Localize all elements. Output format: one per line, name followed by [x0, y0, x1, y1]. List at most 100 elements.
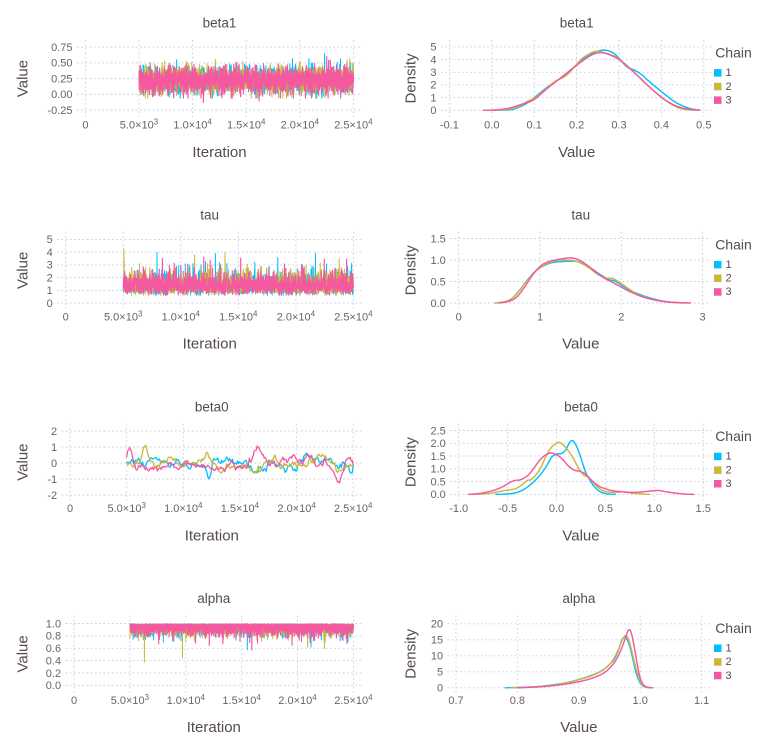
- svg-text:0.2: 0.2: [46, 668, 61, 680]
- svg-text:1.5×104: 1.5×104: [222, 693, 261, 707]
- svg-text:1.0×104: 1.0×104: [164, 501, 203, 515]
- svg-text:Value: Value: [562, 336, 599, 353]
- svg-text:0.4: 0.4: [654, 120, 669, 132]
- svg-text:beta1: beta1: [560, 16, 594, 31]
- svg-text:Value: Value: [15, 443, 32, 480]
- svg-text:2.0×104: 2.0×104: [278, 693, 317, 707]
- svg-text:2: 2: [726, 273, 732, 285]
- svg-text:0.4: 0.4: [46, 655, 61, 667]
- svg-text:0: 0: [71, 695, 77, 707]
- svg-text:0: 0: [437, 683, 443, 695]
- svg-text:1: 1: [726, 67, 732, 79]
- svg-text:0.8: 0.8: [46, 631, 61, 643]
- svg-text:1.5: 1.5: [431, 233, 446, 245]
- svg-text:Value: Value: [15, 252, 32, 289]
- svg-text:5.0×103: 5.0×103: [111, 693, 150, 707]
- svg-text:1.0×104: 1.0×104: [162, 309, 201, 323]
- svg-text:3: 3: [700, 311, 706, 323]
- svg-text:0.1: 0.1: [527, 120, 542, 132]
- svg-text:0.0: 0.0: [549, 503, 564, 515]
- svg-text:2: 2: [726, 464, 732, 476]
- svg-text:0.9: 0.9: [571, 695, 586, 707]
- svg-text:Iteration: Iteration: [192, 144, 246, 161]
- svg-text:1.0: 1.0: [431, 464, 446, 476]
- svg-text:0.5: 0.5: [431, 476, 446, 488]
- svg-text:0.50: 0.50: [51, 58, 72, 70]
- svg-text:2: 2: [726, 81, 732, 93]
- svg-text:Value: Value: [558, 144, 595, 161]
- svg-text:0: 0: [47, 298, 53, 310]
- svg-text:0.0: 0.0: [46, 680, 61, 692]
- svg-text:1.0: 1.0: [633, 695, 648, 707]
- svg-text:3: 3: [430, 67, 436, 79]
- svg-text:2.5: 2.5: [431, 425, 446, 437]
- svg-text:0.5: 0.5: [431, 276, 446, 288]
- svg-text:0: 0: [67, 503, 73, 515]
- svg-text:tau: tau: [571, 208, 590, 223]
- svg-text:alpha: alpha: [197, 591, 231, 606]
- svg-text:-0.1: -0.1: [440, 120, 459, 132]
- svg-text:Iteration: Iteration: [187, 719, 241, 736]
- svg-text:3: 3: [726, 94, 732, 106]
- svg-text:2.5×104: 2.5×104: [334, 118, 373, 132]
- svg-text:Density: Density: [403, 245, 420, 296]
- svg-text:Iteration: Iteration: [185, 527, 239, 544]
- svg-text:1: 1: [430, 92, 436, 104]
- svg-text:1.0×104: 1.0×104: [173, 118, 212, 132]
- svg-text:5: 5: [437, 667, 443, 679]
- svg-text:beta1: beta1: [203, 16, 237, 31]
- svg-text:2: 2: [618, 311, 624, 323]
- svg-text:0.0: 0.0: [431, 298, 446, 310]
- svg-text:1: 1: [726, 259, 732, 271]
- svg-text:1.0: 1.0: [46, 618, 61, 630]
- svg-text:Iteration: Iteration: [183, 336, 237, 353]
- svg-text:3: 3: [726, 478, 732, 490]
- svg-text:-1: -1: [47, 474, 57, 486]
- svg-text:2: 2: [51, 426, 57, 438]
- svg-text:0.75: 0.75: [51, 42, 72, 54]
- svg-text:2.5×104: 2.5×104: [334, 309, 373, 323]
- svg-text:Value: Value: [15, 60, 32, 97]
- svg-text:0.0: 0.0: [484, 120, 499, 132]
- svg-text:5.0×103: 5.0×103: [120, 118, 159, 132]
- svg-text:1: 1: [51, 442, 57, 454]
- svg-text:beta0: beta0: [195, 399, 229, 414]
- svg-text:4: 4: [47, 247, 53, 259]
- svg-text:5.0×103: 5.0×103: [107, 501, 146, 515]
- svg-text:0: 0: [82, 120, 88, 132]
- svg-text:3: 3: [726, 670, 732, 682]
- svg-text:1.0×104: 1.0×104: [167, 693, 206, 707]
- svg-text:Density: Density: [403, 53, 420, 104]
- svg-text:tau: tau: [200, 208, 219, 223]
- svg-text:-0.5: -0.5: [498, 503, 517, 515]
- svg-text:0: 0: [456, 311, 462, 323]
- svg-text:2.0×104: 2.0×104: [277, 501, 316, 515]
- svg-text:4: 4: [430, 54, 436, 66]
- svg-text:20: 20: [431, 619, 443, 631]
- svg-text:0.7: 0.7: [448, 695, 463, 707]
- svg-text:5: 5: [430, 42, 436, 54]
- svg-text:0.0: 0.0: [431, 489, 446, 501]
- svg-text:Chain: Chain: [715, 620, 752, 636]
- svg-text:3: 3: [47, 260, 53, 272]
- svg-text:beta0: beta0: [564, 399, 598, 414]
- svg-text:0: 0: [430, 105, 436, 117]
- svg-text:0.00: 0.00: [51, 89, 72, 101]
- svg-text:1.0: 1.0: [431, 255, 446, 267]
- svg-text:1: 1: [726, 643, 732, 655]
- svg-text:1.0: 1.0: [647, 503, 662, 515]
- svg-text:1.5×104: 1.5×104: [219, 309, 258, 323]
- svg-text:2.5×104: 2.5×104: [334, 693, 373, 707]
- svg-text:-2: -2: [47, 490, 57, 502]
- svg-text:0.5: 0.5: [598, 503, 613, 515]
- svg-text:1: 1: [47, 285, 53, 297]
- svg-text:3: 3: [726, 286, 732, 298]
- svg-text:1.1: 1.1: [694, 695, 709, 707]
- svg-text:5.0×103: 5.0×103: [104, 309, 143, 323]
- svg-text:2: 2: [47, 272, 53, 284]
- svg-text:0: 0: [63, 311, 69, 323]
- svg-text:0.3: 0.3: [611, 120, 626, 132]
- svg-text:0: 0: [51, 458, 57, 470]
- svg-text:2.5×104: 2.5×104: [334, 501, 373, 515]
- svg-text:0.25: 0.25: [51, 73, 72, 85]
